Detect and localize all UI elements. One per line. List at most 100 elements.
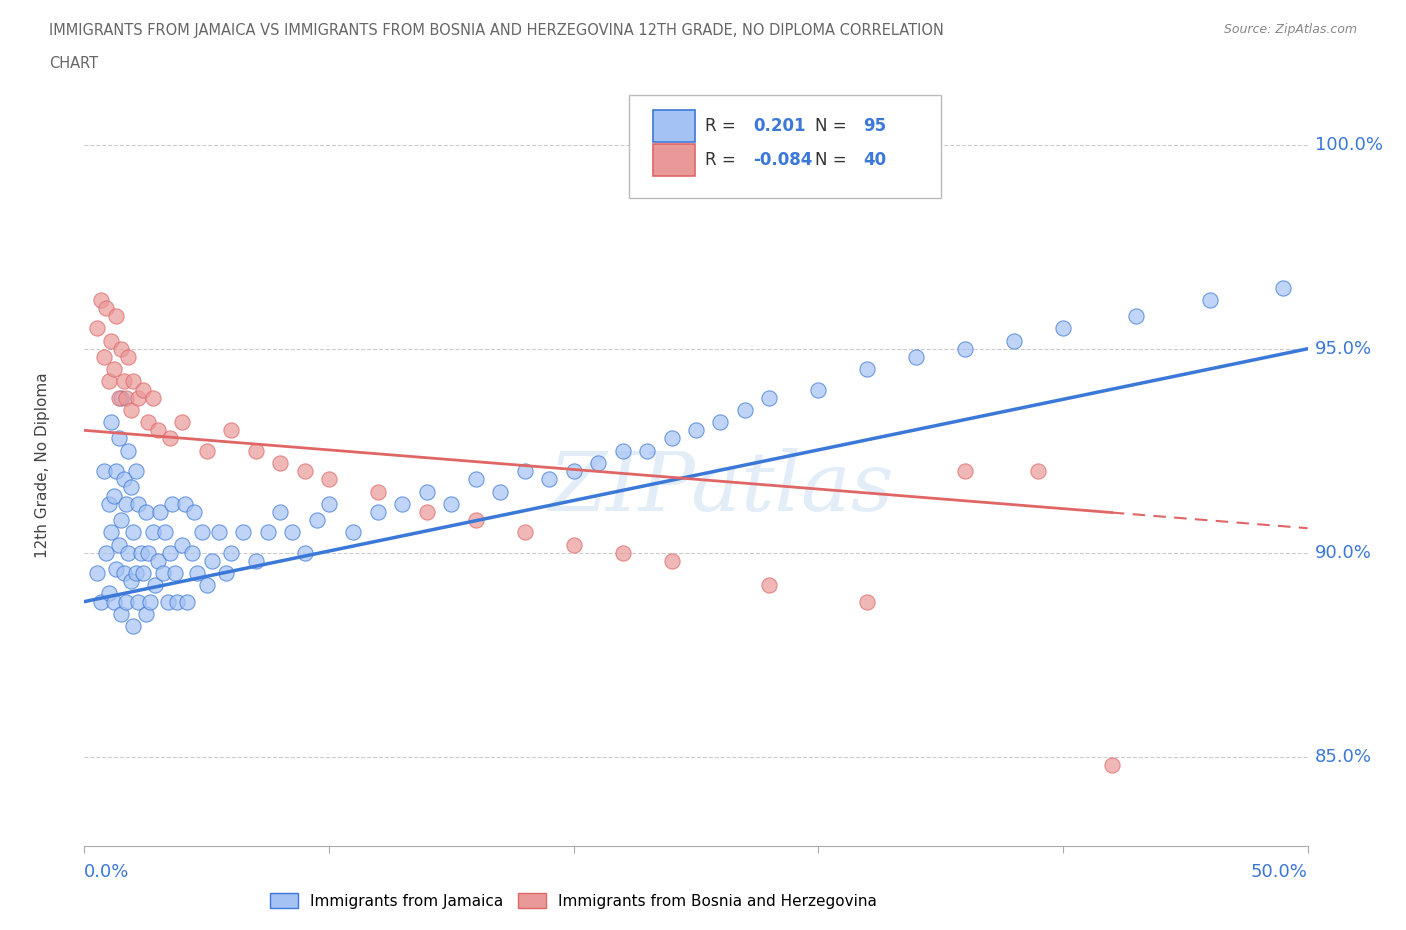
- Point: [391, 497, 413, 512]
- Point: [661, 431, 683, 445]
- Point: [120, 480, 142, 495]
- Point: [562, 538, 585, 552]
- Point: [107, 391, 129, 405]
- Point: [636, 444, 658, 458]
- Point: [112, 374, 135, 389]
- Point: [318, 472, 340, 486]
- Text: 40: 40: [863, 151, 887, 169]
- Point: [586, 456, 609, 471]
- Legend: Immigrants from Jamaica, Immigrants from Bosnia and Herzegovina: Immigrants from Jamaica, Immigrants from…: [264, 886, 883, 915]
- Point: [136, 415, 159, 430]
- Text: R =: R =: [704, 116, 741, 135]
- Text: 0.0%: 0.0%: [84, 863, 129, 881]
- Point: [186, 565, 208, 580]
- Point: [117, 350, 139, 365]
- Point: [513, 525, 536, 539]
- Point: [125, 464, 148, 479]
- Point: [734, 403, 756, 418]
- Point: [464, 512, 486, 527]
- Point: [905, 350, 928, 365]
- Point: [215, 565, 238, 580]
- Point: [115, 497, 138, 512]
- Point: [342, 525, 364, 539]
- Point: [125, 565, 148, 580]
- Point: [269, 504, 291, 519]
- Point: [112, 565, 135, 580]
- Point: [219, 545, 242, 560]
- Point: [856, 362, 879, 377]
- Point: [163, 565, 186, 580]
- Point: [100, 525, 122, 539]
- Point: [105, 309, 128, 324]
- Point: [136, 545, 159, 560]
- Point: [122, 525, 145, 539]
- Point: [120, 403, 142, 418]
- Point: [142, 525, 165, 539]
- Point: [117, 545, 139, 560]
- Point: [117, 444, 139, 458]
- Point: [1101, 757, 1123, 772]
- Point: [281, 525, 304, 539]
- Point: [142, 391, 165, 405]
- Point: [93, 350, 115, 365]
- Point: [156, 594, 179, 609]
- Point: [97, 374, 120, 389]
- Point: [172, 415, 194, 430]
- Point: [110, 391, 132, 405]
- Point: [1002, 333, 1025, 348]
- Point: [149, 504, 172, 519]
- Point: [135, 606, 157, 621]
- Point: [127, 497, 149, 512]
- Point: [245, 444, 267, 458]
- Point: [100, 415, 122, 430]
- Point: [97, 497, 120, 512]
- Point: [219, 423, 242, 438]
- Text: N =: N =: [814, 116, 852, 135]
- Text: ZIPatlas: ZIPatlas: [548, 448, 893, 528]
- Text: 50.0%: 50.0%: [1251, 863, 1308, 881]
- Point: [257, 525, 280, 539]
- Point: [1052, 321, 1074, 336]
- Text: CHART: CHART: [49, 56, 98, 71]
- Point: [172, 538, 194, 552]
- Point: [153, 525, 176, 539]
- Point: [1272, 280, 1295, 295]
- Point: [183, 504, 205, 519]
- Point: [367, 485, 389, 499]
- Point: [612, 545, 634, 560]
- Point: [173, 497, 195, 512]
- Text: 12th Grade, No Diploma: 12th Grade, No Diploma: [35, 372, 51, 558]
- Point: [195, 578, 218, 592]
- FancyBboxPatch shape: [654, 110, 695, 141]
- Point: [232, 525, 254, 539]
- Point: [181, 545, 204, 560]
- Point: [294, 545, 316, 560]
- Point: [1125, 309, 1147, 324]
- Point: [115, 391, 138, 405]
- Point: [440, 497, 463, 512]
- Point: [97, 586, 120, 601]
- Point: [105, 562, 128, 577]
- Point: [152, 565, 174, 580]
- Text: 90.0%: 90.0%: [1315, 544, 1372, 562]
- Point: [176, 594, 198, 609]
- Point: [143, 578, 166, 592]
- Point: [513, 464, 536, 479]
- Point: [953, 464, 976, 479]
- Point: [96, 300, 118, 315]
- Point: [110, 512, 132, 527]
- Text: R =: R =: [704, 151, 741, 169]
- Point: [1198, 292, 1220, 307]
- Point: [93, 464, 115, 479]
- Point: [90, 292, 112, 307]
- Point: [132, 382, 155, 397]
- Point: [120, 574, 142, 589]
- Point: [86, 321, 108, 336]
- Text: 100.0%: 100.0%: [1315, 136, 1384, 153]
- Point: [758, 578, 780, 592]
- Point: [953, 341, 976, 356]
- Text: 0.201: 0.201: [754, 116, 806, 135]
- Point: [159, 431, 181, 445]
- Point: [191, 525, 214, 539]
- Point: [416, 504, 439, 519]
